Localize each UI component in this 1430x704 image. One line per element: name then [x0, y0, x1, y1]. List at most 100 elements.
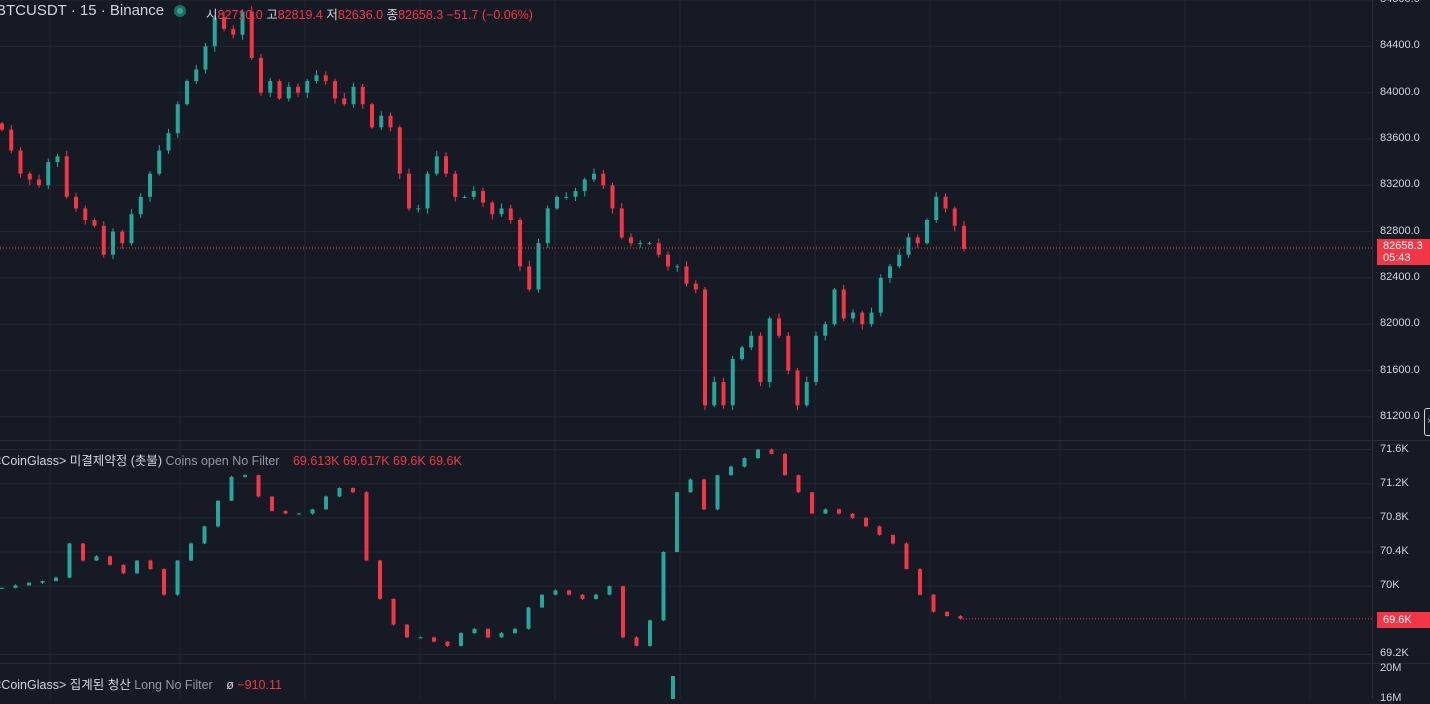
candle-body	[378, 560, 382, 599]
indicator1-tick: 69.2K	[1380, 647, 1409, 660]
candle-body	[286, 86, 291, 99]
candle-body	[74, 196, 78, 209]
candle-body	[120, 231, 125, 244]
candle-body	[823, 509, 828, 514]
candle-body	[904, 543, 909, 570]
candle-body	[888, 266, 892, 278]
candle-body	[416, 208, 421, 210]
indicator1-tick: 70K	[1380, 579, 1400, 592]
price-tick: 84400.0	[1380, 39, 1420, 52]
last-price: 82658.3	[1383, 240, 1423, 252]
candle-body	[945, 611, 949, 617]
candle-body	[27, 582, 31, 586]
indicator1-values: 69.613K 69.617K 69.6K 69.6K	[292, 454, 462, 468]
candle-body	[742, 458, 747, 467]
candle-body	[647, 243, 652, 245]
candle-body	[712, 382, 717, 406]
candle-body	[795, 370, 800, 406]
candle-body	[111, 231, 115, 255]
candle-body	[860, 312, 865, 325]
candle-body	[351, 487, 355, 493]
candle-body	[397, 127, 402, 174]
candle-body	[342, 98, 347, 105]
candle-body	[94, 556, 99, 561]
candle-body	[388, 115, 393, 128]
price-tick: 82000.0	[1380, 317, 1420, 330]
candle-body	[832, 289, 837, 325]
candle-body	[564, 196, 569, 198]
candle-body	[379, 115, 384, 128]
candle-body	[324, 496, 328, 510]
candle-body	[527, 266, 532, 290]
candle-body	[364, 492, 369, 561]
candle-body	[567, 590, 571, 595]
indicator1-tick: 71.2K	[1380, 476, 1409, 489]
indicator2-tick: 16M	[1380, 692, 1402, 704]
candle-body	[55, 156, 60, 163]
candle-body	[101, 225, 106, 255]
candle-body	[740, 347, 744, 359]
candle-body	[607, 586, 612, 595]
symbol-title[interactable]: BTCUSDT · 15 · Binance	[0, 2, 165, 19]
indicator2-value: −910.11	[237, 678, 282, 692]
candle-body	[702, 479, 706, 510]
axis-collapse-handle[interactable]: ›	[1424, 408, 1430, 436]
candle-body	[629, 237, 633, 244]
candle-body	[92, 220, 97, 226]
liquidation-bar	[671, 676, 675, 699]
candle-body	[610, 185, 615, 209]
candle-body	[666, 254, 670, 267]
candle-body	[259, 57, 263, 93]
candle-body	[693, 283, 698, 290]
candle-body	[297, 513, 301, 515]
price-tick: 82400.0	[1380, 270, 1420, 283]
candle-body	[851, 312, 855, 319]
candle-body	[472, 628, 477, 634]
candle-body	[202, 526, 207, 544]
candle-body	[931, 594, 936, 612]
candle-body	[351, 86, 356, 105]
candle-body	[162, 569, 166, 595]
indicator1-name: <CoinGlass> 미결제약정 (촛불)	[0, 454, 163, 468]
candle-body	[582, 179, 587, 192]
candle-body	[405, 624, 409, 638]
high-value: 82819.4	[277, 8, 323, 22]
indicator2-legend[interactable]: <CoinGlass> 집계된 청산 Long No Filter ø −910…	[0, 674, 282, 693]
candle-body	[952, 208, 957, 226]
candle-body	[194, 69, 199, 82]
high-label: 고	[266, 8, 278, 22]
candle-body	[138, 196, 143, 215]
candle-body	[729, 466, 733, 476]
candle-body	[459, 633, 463, 646]
candle-body	[767, 318, 772, 383]
candle-body	[277, 81, 282, 99]
candle-body	[721, 382, 726, 406]
candle-body	[915, 237, 920, 244]
candle-body	[175, 560, 180, 595]
candle-body	[360, 86, 365, 105]
indicator1-tick: 70.4K	[1380, 545, 1409, 557]
close-value: 82658.3	[398, 8, 444, 22]
candle-body	[121, 564, 126, 574]
indicator1-tick: 70.8K	[1380, 510, 1409, 523]
candle-body	[305, 81, 310, 93]
candle-body	[296, 86, 300, 93]
candle-body	[526, 607, 531, 629]
indicator1-legend[interactable]: <CoinGlass> 미결제약정 (촛불) Coins open No Fil…	[0, 450, 462, 469]
candle-body	[391, 598, 396, 625]
candle-body	[175, 104, 180, 134]
candle-body	[715, 475, 720, 510]
candle-body	[648, 620, 652, 646]
candle-body	[407, 173, 411, 209]
candle-body	[823, 324, 828, 336]
candle-body	[619, 208, 624, 238]
candle-body	[13, 585, 18, 588]
candle-body	[9, 129, 14, 151]
candle-body	[758, 335, 763, 383]
candle-body	[203, 46, 208, 70]
candle-body	[432, 637, 436, 642]
candle-body	[185, 81, 189, 105]
candle-body	[925, 220, 929, 244]
candle-body	[445, 641, 450, 646]
